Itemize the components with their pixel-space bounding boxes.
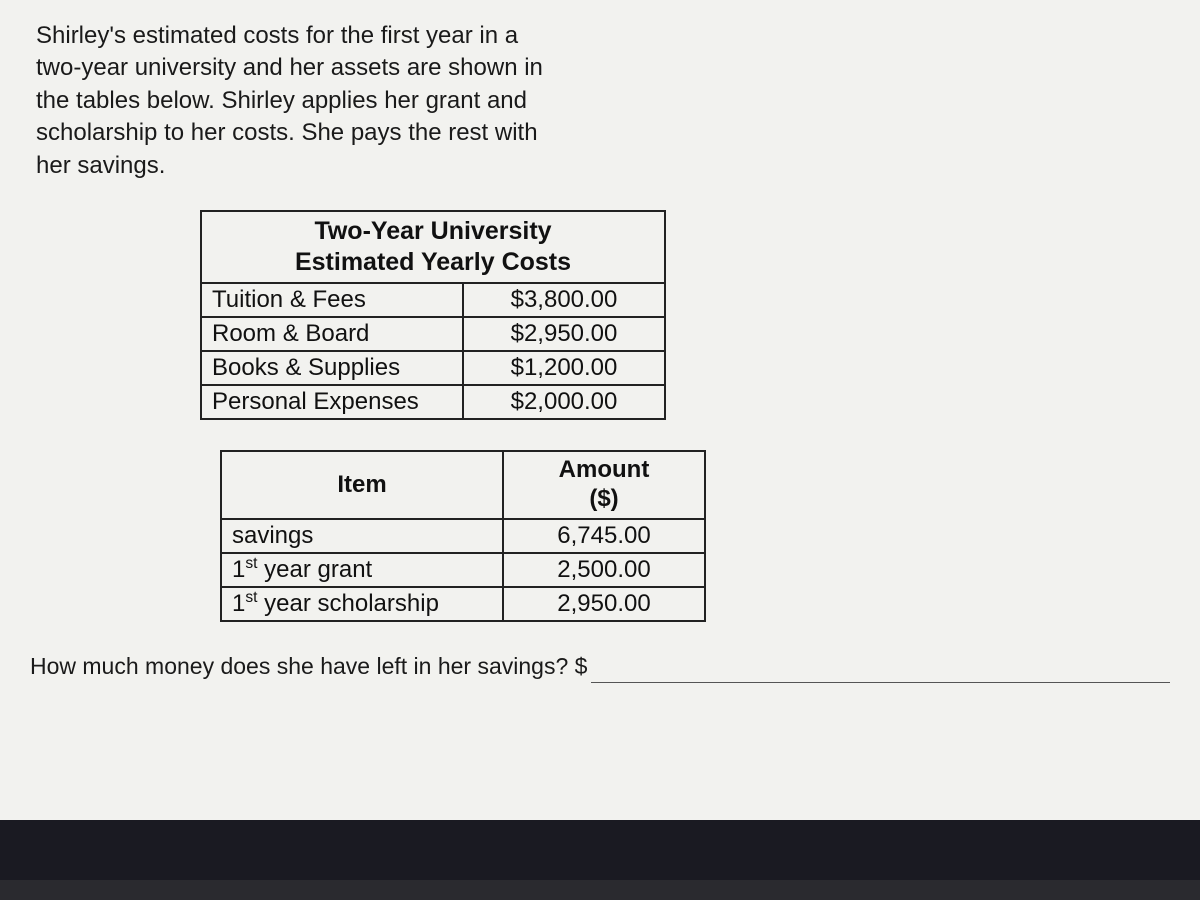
assets-header-amount: Amount ($) [503,451,705,519]
cost-label: Personal Expenses [201,385,463,419]
question-text: How much money does she have left in her… [30,653,587,680]
table-row: Personal Expenses$2,000.00 [201,385,665,419]
asset-amount: 2,950.00 [503,587,705,621]
costs-table-title: Two-Year University Estimated Yearly Cos… [201,211,665,284]
table-row: savings6,745.00 [221,519,705,553]
asset-label: 1st year grant [221,553,503,587]
table-row: 1st year scholarship2,950.00 [221,587,705,621]
table-row: 1st year grant2,500.00 [221,553,705,587]
table-row: Books & Supplies$1,200.00 [201,351,665,385]
cost-label: Books & Supplies [201,351,463,385]
table-row: Tuition & Fees$3,800.00 [201,283,665,317]
cost-amount: $2,950.00 [463,317,665,351]
table-row: Room & Board$2,950.00 [201,317,665,351]
question-row: How much money does she have left in her… [30,652,1170,683]
assets-header-amount-l1: Amount [559,456,650,483]
asset-label: savings [221,519,503,553]
assets-table-body: savings6,745.001st year grant2,500.001st… [221,519,705,621]
asset-amount: 2,500.00 [503,553,705,587]
problem-prompt: Shirley's estimated costs for the first … [36,20,556,182]
costs-table: Two-Year University Estimated Yearly Cos… [200,210,666,421]
assets-header-item: Item [221,451,503,519]
cost-amount: $2,000.00 [463,385,665,419]
asset-amount: 6,745.00 [503,519,705,553]
cost-amount: $1,200.00 [463,351,665,385]
cost-label: Room & Board [201,317,463,351]
costs-title-line2: Estimated Yearly Costs [295,248,571,276]
costs-table-body: Tuition & Fees$3,800.00Room & Board$2,95… [201,283,665,419]
asset-label: 1st year scholarship [221,587,503,621]
worksheet-page: Shirley's estimated costs for the first … [0,0,1200,820]
assets-header-amount-l2: ($) [589,485,618,512]
assets-table: Item Amount ($) savings6,745.001st year … [220,450,706,622]
bottom-dark-strip [0,820,1200,880]
cost-label: Tuition & Fees [201,283,463,317]
cost-amount: $3,800.00 [463,283,665,317]
costs-title-line1: Two-Year University [314,217,551,245]
costs-table-wrap: Two-Year University Estimated Yearly Cos… [200,210,1170,421]
assets-table-wrap: Item Amount ($) savings6,745.001st year … [220,450,1170,622]
answer-input[interactable] [591,652,1170,683]
